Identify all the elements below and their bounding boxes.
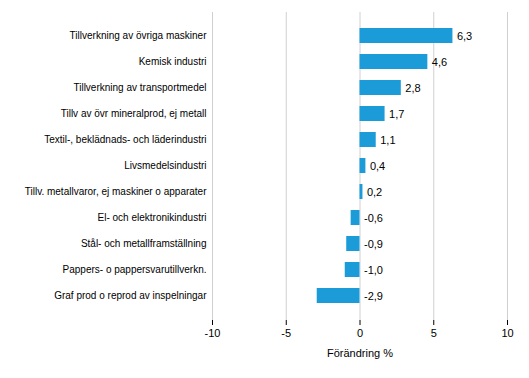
- svg-text:Tillv. metallvaror, ej maskine: Tillv. metallvaror, ej maskiner o appara…: [25, 186, 207, 197]
- svg-text:-2,9: -2,9: [364, 290, 383, 302]
- svg-text:Förändring %: Förändring %: [327, 347, 393, 359]
- svg-text:Tillverkning av övriga maskine: Tillverkning av övriga maskiner: [70, 30, 208, 41]
- svg-text:Graf prod o reprod av inspelni: Graf prod o reprod av inspelningar: [54, 290, 207, 301]
- svg-text:-1,0: -1,0: [364, 264, 383, 276]
- svg-text:Textil-, beklädnads- och läder: Textil-, beklädnads- och läderindustri: [44, 134, 206, 145]
- svg-text:El- och elektronikindustri: El- och elektronikindustri: [98, 212, 207, 223]
- svg-text:-0,9: -0,9: [364, 238, 383, 250]
- svg-text:-10: -10: [205, 327, 221, 339]
- svg-text:2,8: 2,8: [405, 82, 420, 94]
- svg-text:10: 10: [501, 327, 513, 339]
- svg-text:Kemisk industri: Kemisk industri: [139, 56, 207, 67]
- svg-text:0: 0: [357, 327, 363, 339]
- svg-text:-0,6: -0,6: [364, 212, 383, 224]
- svg-text:Livsmedelsindustri: Livsmedelsindustri: [124, 160, 206, 171]
- svg-text:1,7: 1,7: [389, 108, 404, 120]
- svg-text:Stål- och metallframställning: Stål- och metallframställning: [81, 238, 207, 249]
- svg-text:-5: -5: [281, 327, 291, 339]
- svg-text:5: 5: [431, 327, 437, 339]
- svg-text:0,2: 0,2: [367, 186, 382, 198]
- svg-text:4,6: 4,6: [432, 56, 447, 68]
- svg-text:6,3: 6,3: [457, 30, 472, 42]
- svg-text:1,1: 1,1: [380, 134, 395, 146]
- svg-text:Tillverkning av transportmedel: Tillverkning av transportmedel: [73, 82, 206, 93]
- svg-text:Pappers- o pappersvarutillverk: Pappers- o pappersvarutillverkn.: [63, 264, 207, 275]
- svg-text:0,4: 0,4: [370, 160, 385, 172]
- svg-text:Tillv av övr mineralprod, ej m: Tillv av övr mineralprod, ej metall: [61, 108, 207, 119]
